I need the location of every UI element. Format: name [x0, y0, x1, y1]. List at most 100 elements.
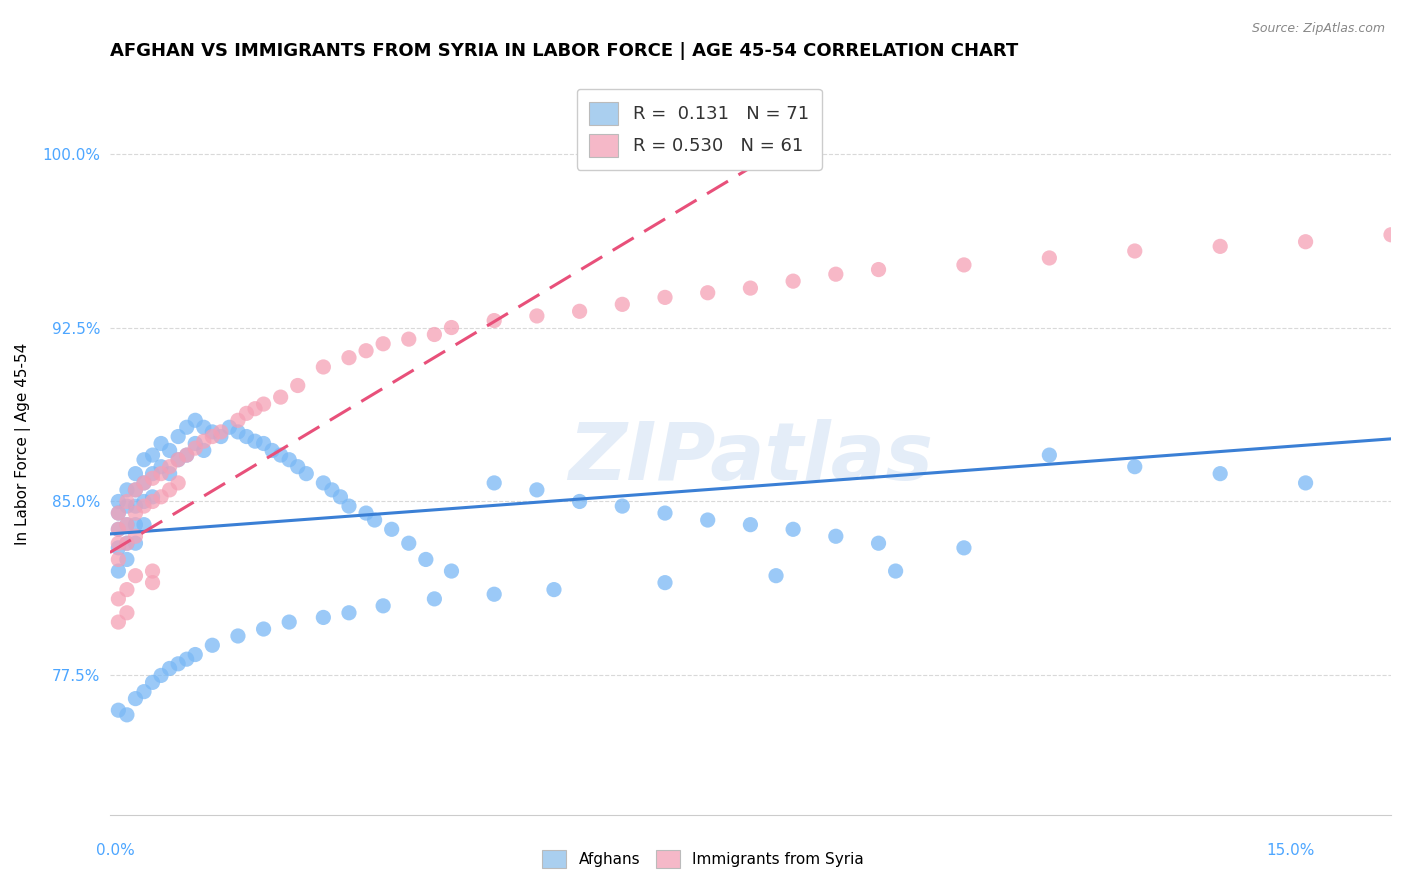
Point	[482, 587, 505, 601]
Point	[167, 452, 190, 467]
Point	[270, 390, 292, 404]
Text: ZIPatlas: ZIPatlas	[568, 419, 934, 498]
Point	[167, 429, 190, 443]
Point	[526, 483, 548, 497]
Point	[115, 606, 138, 620]
Point	[868, 262, 890, 277]
Point	[107, 552, 129, 566]
Point	[141, 471, 163, 485]
Point	[124, 691, 146, 706]
Point	[193, 443, 215, 458]
Point	[209, 425, 232, 439]
Point	[201, 638, 224, 652]
Point	[201, 425, 224, 439]
Point	[398, 536, 420, 550]
Point	[354, 506, 377, 520]
Point	[423, 327, 446, 342]
Point	[115, 707, 138, 722]
Point	[150, 459, 173, 474]
Point	[124, 467, 146, 481]
Point	[1038, 448, 1060, 462]
Text: Source: ZipAtlas.com: Source: ZipAtlas.com	[1251, 22, 1385, 36]
Point	[176, 448, 198, 462]
Point	[107, 536, 129, 550]
Point	[107, 541, 129, 555]
Point	[612, 499, 634, 513]
Point	[141, 494, 163, 508]
Point	[321, 483, 343, 497]
Point	[612, 297, 634, 311]
Point	[184, 441, 207, 455]
Point	[329, 490, 352, 504]
Point	[373, 336, 395, 351]
Point	[150, 490, 173, 504]
Text: 0.0%: 0.0%	[96, 843, 135, 858]
Point	[381, 522, 404, 536]
Point	[218, 420, 240, 434]
Point	[226, 629, 249, 643]
Point	[150, 467, 173, 481]
Point	[740, 517, 762, 532]
Point	[201, 429, 224, 443]
Point	[423, 591, 446, 606]
Point	[124, 483, 146, 497]
Y-axis label: In Labor Force | Age 45-54: In Labor Force | Age 45-54	[15, 343, 31, 545]
Point	[115, 536, 138, 550]
Point	[184, 648, 207, 662]
Point	[124, 568, 146, 582]
Point	[107, 703, 129, 717]
Point	[124, 536, 146, 550]
Point	[115, 494, 138, 508]
Point	[124, 483, 146, 497]
Point	[124, 499, 146, 513]
Legend: Afghans, Immigrants from Syria: Afghans, Immigrants from Syria	[536, 844, 870, 873]
Point	[312, 359, 335, 374]
Point	[1295, 235, 1317, 249]
Point	[354, 343, 377, 358]
Point	[141, 490, 163, 504]
Point	[107, 522, 129, 536]
Point	[337, 499, 360, 513]
Point	[782, 274, 804, 288]
Point	[167, 452, 190, 467]
Point	[312, 610, 335, 624]
Point	[141, 575, 163, 590]
Point	[235, 406, 257, 420]
Point	[1379, 227, 1402, 242]
Point	[415, 552, 437, 566]
Point	[184, 436, 207, 450]
Point	[765, 568, 787, 582]
Point	[150, 436, 173, 450]
Point	[176, 420, 198, 434]
Point	[287, 378, 309, 392]
Point	[132, 475, 155, 490]
Point	[740, 281, 762, 295]
Point	[884, 564, 907, 578]
Point	[1209, 239, 1232, 253]
Point	[124, 517, 146, 532]
Point	[132, 499, 155, 513]
Point	[132, 517, 155, 532]
Point	[167, 657, 190, 671]
Point	[141, 448, 163, 462]
Point	[1123, 459, 1146, 474]
Point	[115, 552, 138, 566]
Point	[543, 582, 565, 597]
Point	[1209, 467, 1232, 481]
Text: AFGHAN VS IMMIGRANTS FROM SYRIA IN LABOR FORCE | AGE 45-54 CORRELATION CHART: AFGHAN VS IMMIGRANTS FROM SYRIA IN LABOR…	[110, 42, 1018, 60]
Point	[115, 483, 138, 497]
Point	[568, 494, 591, 508]
Point	[176, 652, 198, 666]
Point	[824, 529, 846, 543]
Point	[226, 425, 249, 439]
Point	[526, 309, 548, 323]
Point	[132, 475, 155, 490]
Point	[115, 582, 138, 597]
Point	[115, 499, 138, 513]
Point	[124, 506, 146, 520]
Point	[1123, 244, 1146, 258]
Point	[654, 290, 676, 304]
Point	[159, 467, 181, 481]
Legend: R =  0.131   N = 71, R = 0.530   N = 61: R = 0.131 N = 71, R = 0.530 N = 61	[576, 89, 821, 169]
Point	[363, 513, 385, 527]
